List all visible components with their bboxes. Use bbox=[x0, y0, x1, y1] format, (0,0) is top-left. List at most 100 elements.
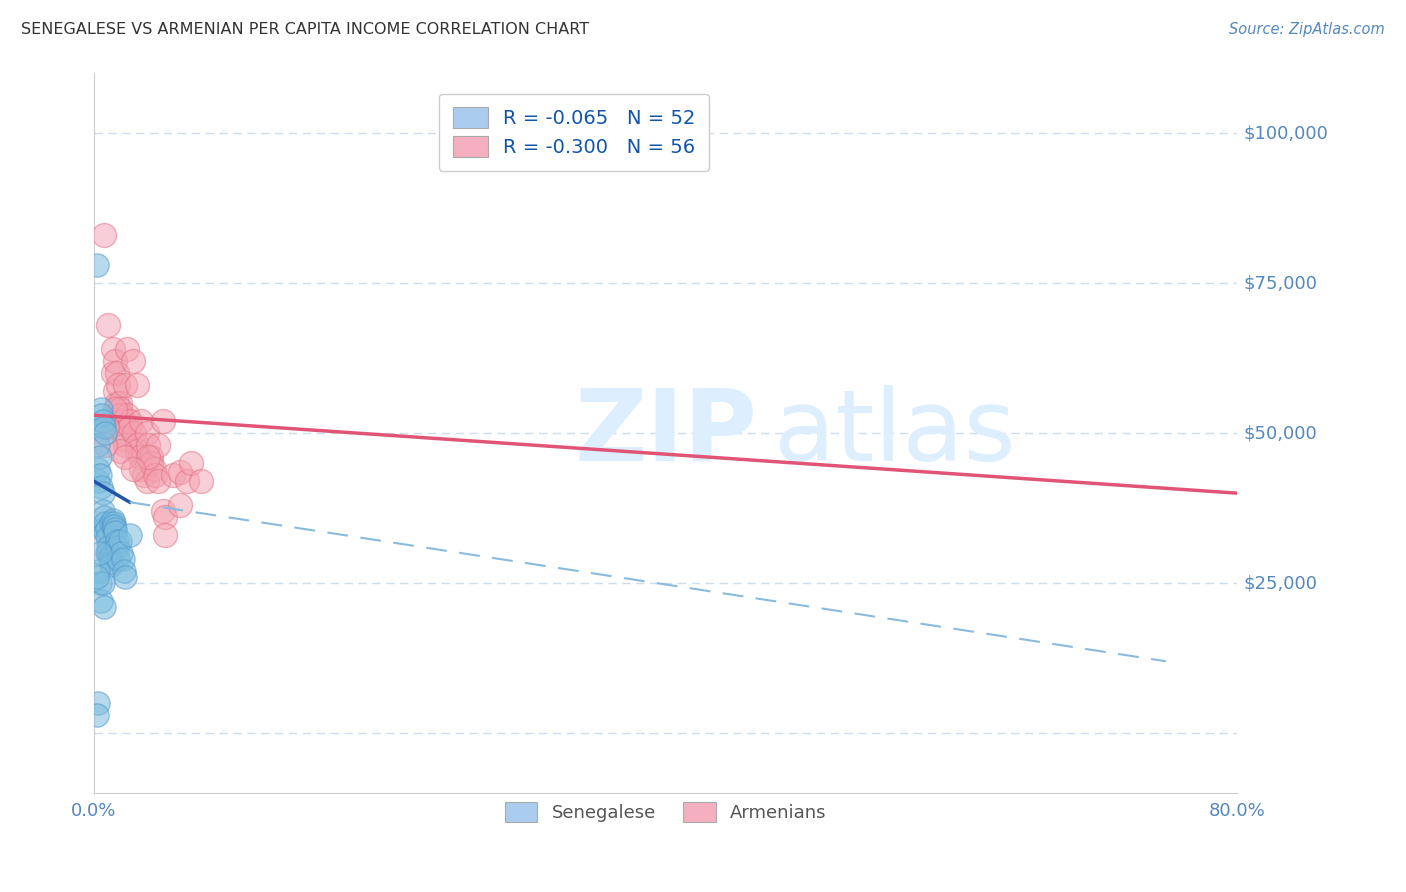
Point bbox=[118, 528, 141, 542]
Point bbox=[169, 498, 191, 512]
Point bbox=[89, 468, 111, 483]
Point bbox=[93, 510, 115, 524]
Point bbox=[148, 438, 170, 452]
Point bbox=[103, 519, 125, 533]
Point bbox=[105, 534, 128, 549]
Point bbox=[104, 384, 127, 399]
Point bbox=[107, 378, 129, 392]
Point bbox=[129, 462, 152, 476]
Point bbox=[91, 414, 114, 428]
Point bbox=[96, 531, 118, 545]
Point bbox=[91, 576, 114, 591]
Point bbox=[91, 504, 114, 518]
Text: ZIP: ZIP bbox=[574, 384, 756, 482]
Point bbox=[94, 426, 117, 441]
Text: atlas: atlas bbox=[775, 384, 1017, 482]
Text: Source: ZipAtlas.com: Source: ZipAtlas.com bbox=[1229, 22, 1385, 37]
Point bbox=[93, 420, 115, 434]
Point bbox=[152, 414, 174, 428]
Point bbox=[87, 564, 110, 578]
Point bbox=[176, 474, 198, 488]
Point bbox=[129, 414, 152, 428]
Point bbox=[98, 552, 121, 566]
Point bbox=[97, 318, 120, 332]
Point bbox=[89, 576, 111, 591]
Point bbox=[101, 366, 124, 380]
Point bbox=[104, 525, 127, 540]
Point bbox=[104, 522, 127, 536]
Text: SENEGALESE VS ARMENIAN PER CAPITA INCOME CORRELATION CHART: SENEGALESE VS ARMENIAN PER CAPITA INCOME… bbox=[21, 22, 589, 37]
Point bbox=[145, 468, 167, 483]
Point bbox=[108, 534, 131, 549]
Point bbox=[104, 402, 127, 417]
Text: $100,000: $100,000 bbox=[1243, 124, 1329, 142]
Point bbox=[103, 516, 125, 531]
Point bbox=[104, 354, 127, 368]
Point bbox=[125, 438, 148, 452]
Point bbox=[155, 510, 177, 524]
Point bbox=[169, 465, 191, 479]
Point bbox=[115, 342, 138, 356]
Point bbox=[132, 468, 155, 483]
Point bbox=[114, 570, 136, 584]
Legend: Senegalese, Armenians: Senegalese, Armenians bbox=[492, 789, 839, 835]
Point bbox=[148, 474, 170, 488]
Point bbox=[89, 450, 111, 465]
Point bbox=[94, 525, 117, 540]
Point bbox=[87, 696, 110, 710]
Point bbox=[114, 450, 136, 465]
Point bbox=[105, 396, 128, 410]
Point bbox=[108, 396, 131, 410]
Point bbox=[86, 708, 108, 723]
Text: $50,000: $50,000 bbox=[1243, 425, 1317, 442]
Point bbox=[89, 546, 111, 560]
Point bbox=[101, 519, 124, 533]
Point bbox=[90, 402, 112, 417]
Point bbox=[97, 540, 120, 554]
Point bbox=[136, 450, 159, 465]
Point bbox=[100, 555, 122, 569]
Point bbox=[98, 549, 121, 564]
Point bbox=[90, 594, 112, 608]
Point bbox=[105, 540, 128, 554]
Point bbox=[115, 408, 138, 422]
Point bbox=[139, 450, 162, 465]
Point bbox=[101, 342, 124, 356]
Point bbox=[96, 522, 118, 536]
Point bbox=[97, 546, 120, 560]
Point bbox=[110, 408, 132, 422]
Point bbox=[122, 426, 145, 441]
Point bbox=[107, 552, 129, 566]
Point bbox=[90, 408, 112, 422]
Text: $75,000: $75,000 bbox=[1243, 274, 1317, 292]
Point bbox=[100, 558, 122, 573]
Point bbox=[190, 474, 212, 488]
Point bbox=[152, 504, 174, 518]
Point bbox=[111, 552, 134, 566]
Point bbox=[143, 462, 166, 476]
Point bbox=[121, 462, 143, 476]
Point bbox=[128, 450, 150, 465]
Point bbox=[86, 258, 108, 272]
Point bbox=[94, 438, 117, 452]
Point bbox=[100, 516, 122, 531]
Point bbox=[112, 564, 135, 578]
Point bbox=[86, 570, 108, 584]
Point bbox=[105, 366, 128, 380]
Point bbox=[93, 600, 115, 615]
Point bbox=[155, 528, 177, 542]
Point bbox=[87, 462, 110, 476]
Point bbox=[91, 486, 114, 500]
Point bbox=[93, 522, 115, 536]
Point bbox=[114, 438, 136, 452]
Point bbox=[111, 414, 134, 428]
Point bbox=[87, 438, 110, 452]
Point bbox=[118, 420, 141, 434]
Point bbox=[125, 444, 148, 458]
Point bbox=[125, 378, 148, 392]
Point bbox=[90, 480, 112, 494]
Point bbox=[139, 456, 162, 470]
Point bbox=[180, 456, 202, 470]
Point bbox=[135, 426, 157, 441]
Point bbox=[101, 513, 124, 527]
